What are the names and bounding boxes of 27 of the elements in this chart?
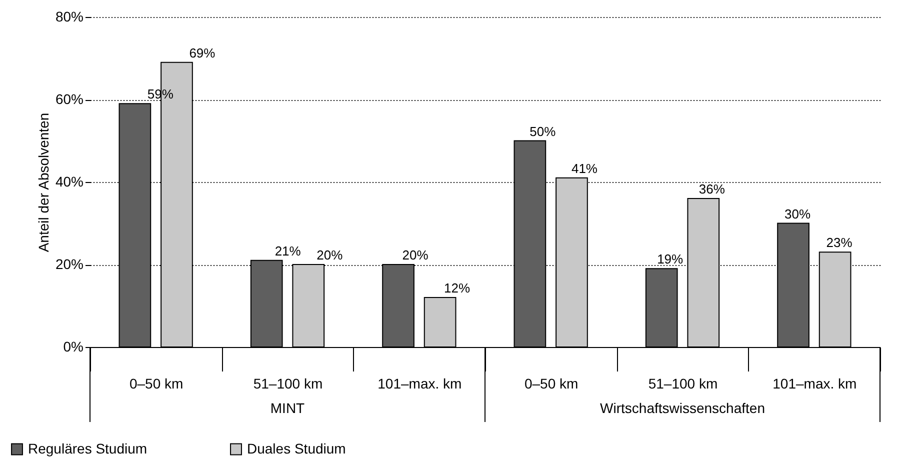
y-tick-label: 40% bbox=[55, 174, 84, 190]
y-tick-label: 60% bbox=[55, 91, 84, 107]
data-label: 36% bbox=[698, 182, 726, 196]
text: Wirtschaftswissenschaften bbox=[600, 400, 765, 416]
data-label: 23% bbox=[826, 235, 853, 250]
x-tick-label: 51–100 km bbox=[253, 376, 323, 392]
x-tick-label: 101–max. km bbox=[378, 376, 462, 392]
data-label: 21% bbox=[274, 243, 302, 258]
data-label: 20% bbox=[316, 248, 344, 262]
legend-label: Reguläres Studium bbox=[28, 440, 148, 456]
text: MINT bbox=[270, 400, 306, 416]
data-label: 20% bbox=[402, 248, 429, 262]
data-label: 12% bbox=[444, 280, 470, 296]
x-tick-label: 0–50 km bbox=[129, 376, 184, 392]
y-tick-label: 20% bbox=[55, 256, 84, 272]
x-tick-label: 51–100 km bbox=[648, 376, 718, 392]
legend-label: Duales Studium bbox=[247, 440, 346, 456]
data-label: 30% bbox=[784, 206, 811, 222]
y-tick-label: 0% bbox=[63, 338, 84, 354]
x-tick-label: 101–max. km bbox=[772, 376, 857, 392]
data-label: 19% bbox=[657, 252, 684, 267]
y-tick-label: 80% bbox=[55, 8, 84, 24]
y-axis-title: Anteil der Absolventen bbox=[35, 112, 52, 252]
data-label: 69% bbox=[189, 45, 216, 60]
x-tick-label: 0–50 km bbox=[524, 376, 578, 392]
data-label: 50% bbox=[530, 124, 556, 139]
data-label: 41% bbox=[571, 160, 598, 176]
